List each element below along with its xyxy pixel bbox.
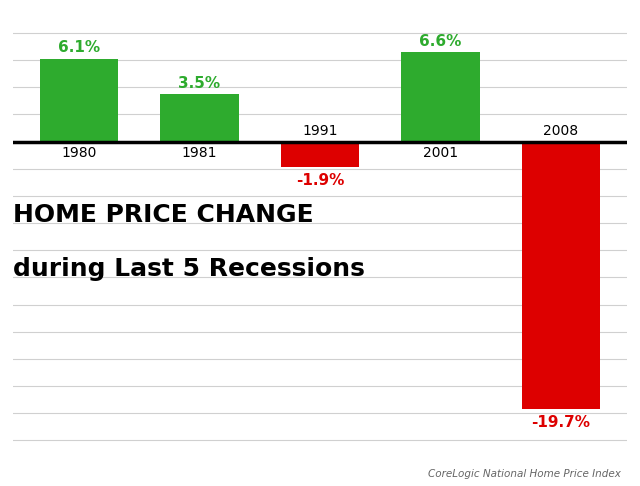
Text: 1991: 1991 (302, 123, 338, 138)
Bar (161, 94, 239, 141)
Text: 2008: 2008 (543, 123, 579, 138)
Text: 2001: 2001 (423, 146, 458, 160)
Text: 6.1%: 6.1% (58, 40, 100, 55)
Text: -1.9%: -1.9% (296, 173, 344, 188)
Bar (522, 141, 600, 409)
Text: 3.5%: 3.5% (179, 76, 221, 91)
Bar (40, 59, 118, 141)
Text: 1981: 1981 (182, 146, 217, 160)
Bar (281, 141, 359, 168)
Text: during Last 5 Recessions: during Last 5 Recessions (13, 257, 365, 281)
Text: -19.7%: -19.7% (531, 415, 591, 430)
Text: HOME PRICE CHANGE: HOME PRICE CHANGE (13, 203, 314, 227)
Text: CoreLogic National Home Price Index: CoreLogic National Home Price Index (428, 469, 621, 479)
Bar (401, 52, 479, 141)
Text: 6.6%: 6.6% (419, 34, 461, 49)
Text: 1980: 1980 (61, 146, 97, 160)
